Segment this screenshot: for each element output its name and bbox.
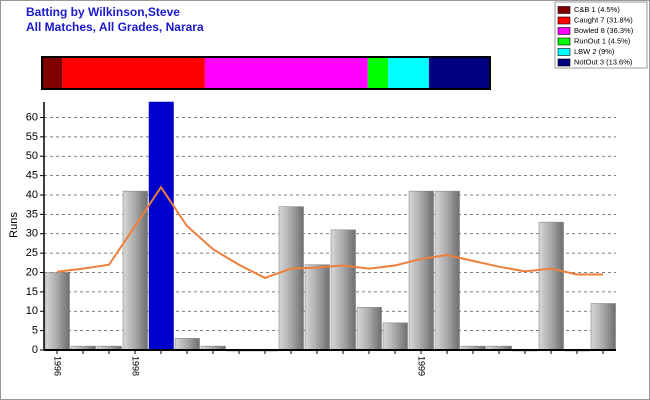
legend-box	[554, 1, 648, 69]
bar	[382, 322, 408, 351]
legend-label: LBW 2 (9%)	[574, 47, 615, 56]
bar	[44, 272, 70, 351]
legend-swatch	[557, 58, 571, 67]
legend-label: Bowled 8 (36.3%)	[574, 26, 634, 35]
y-axis-label: Runs	[8, 212, 20, 238]
legend-label: NotOut 3 (13.6%)	[574, 57, 633, 66]
x-tick-label: 1999	[417, 356, 427, 376]
bar	[122, 190, 148, 351]
y-tick-label: 30	[26, 228, 38, 240]
bar	[330, 229, 356, 351]
y-tick-label: 20	[26, 266, 38, 278]
y-tick-label: 35	[26, 208, 38, 220]
dismissal-segment	[204, 57, 368, 89]
y-tick-label: 10	[26, 305, 38, 317]
y-tick-label: 60	[26, 111, 38, 123]
legend-swatch	[557, 48, 571, 56]
dismissal-segment	[367, 57, 389, 89]
bar	[590, 303, 616, 351]
trend-line	[56, 185, 603, 280]
legend-label: Caught 7 (31.8%)	[574, 15, 633, 24]
y-tick-label: 25	[26, 247, 38, 259]
legend-swatch	[557, 37, 571, 46]
legend-label: C&B 1 (4.5%)	[574, 5, 620, 14]
legend-swatch	[557, 16, 571, 25]
legend-swatch	[557, 6, 571, 14]
dismissal-outline	[41, 56, 491, 90]
dismissal-segment	[62, 57, 205, 89]
chart-subtitle: All Matches, All Grades, Narara	[26, 20, 204, 34]
bar	[278, 206, 304, 351]
y-tick-label: 45	[26, 170, 38, 182]
bar	[356, 307, 382, 351]
bar	[174, 338, 200, 351]
legend-label: RunOut 1 (4.5%)	[574, 36, 631, 45]
y-tick-label: 50	[26, 150, 38, 162]
x-tick-label: 1998	[131, 356, 141, 376]
y-tick-label: 0	[32, 344, 38, 356]
y-tick-label: 15	[26, 286, 38, 298]
bar	[148, 101, 174, 351]
dismissal-segment	[428, 57, 490, 89]
y-tick-label: 5	[32, 325, 38, 337]
y-tick-label: 40	[26, 189, 38, 201]
y-tick-label: 55	[26, 131, 38, 143]
bar	[408, 190, 434, 351]
legend-swatch	[557, 27, 571, 35]
bar	[538, 221, 564, 351]
bar	[434, 190, 460, 351]
bar	[304, 264, 330, 351]
chart-title: Batting by Wilkinson,Steve	[26, 5, 180, 19]
dismissal-segment	[388, 57, 429, 89]
x-tick-label: 1996	[53, 356, 63, 376]
dismissal-segment	[42, 57, 63, 89]
